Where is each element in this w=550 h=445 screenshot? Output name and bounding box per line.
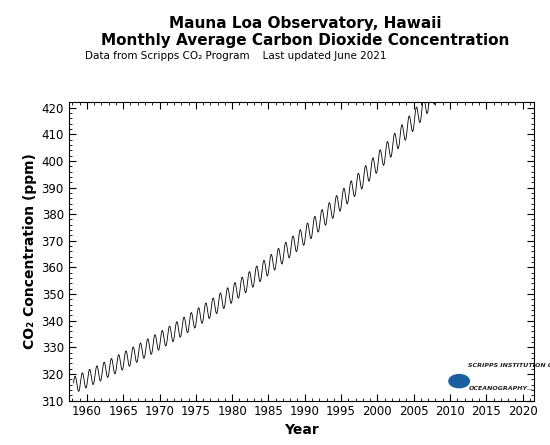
Y-axis label: CO₂ Concentration (ppm): CO₂ Concentration (ppm) (23, 154, 37, 349)
Text: Mauna Loa Observatory, Hawaii: Mauna Loa Observatory, Hawaii (169, 16, 442, 31)
Text: OCEANOGRAPHY…: OCEANOGRAPHY… (469, 385, 534, 391)
Text: SCRIPPS INSTITUTION OF: SCRIPPS INSTITUTION OF (469, 363, 550, 368)
X-axis label: Year: Year (284, 423, 318, 437)
Circle shape (449, 375, 469, 388)
Text: Monthly Average Carbon Dioxide Concentration: Monthly Average Carbon Dioxide Concentra… (101, 33, 509, 49)
Text: Data from Scripps CO₂ Program    Last updated June 2021: Data from Scripps CO₂ Program Last updat… (85, 51, 387, 61)
